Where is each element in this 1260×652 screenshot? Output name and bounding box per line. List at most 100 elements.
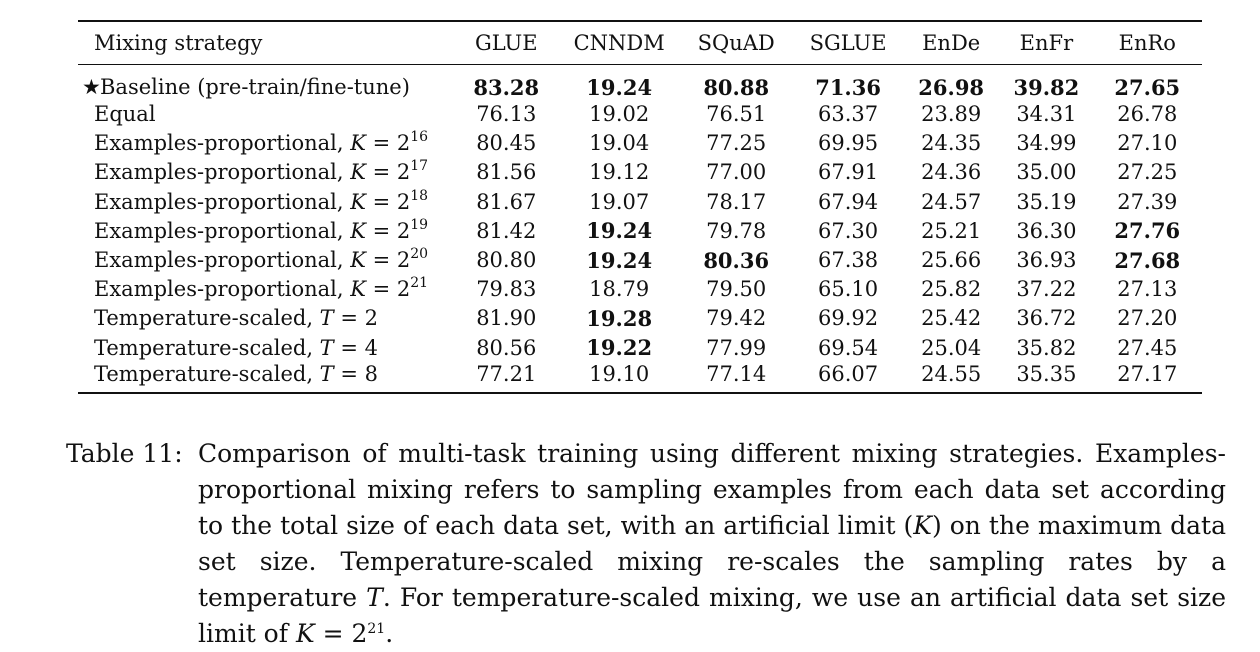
cell-strategy: Examples-proportional, K = 220: [78, 245, 453, 274]
cell-value: 24.57: [921, 189, 982, 214]
strategy-variable: K: [350, 218, 366, 243]
cell-ende: 24.55: [902, 362, 1000, 393]
cell-value: 69.54: [818, 335, 879, 360]
results-table: Mixing strategy GLUE CNNDM SQuAD SGLUE E…: [78, 20, 1202, 394]
cell-value: 35.19: [1016, 189, 1077, 214]
strategy-value: 2: [396, 160, 411, 185]
table-row: Equal 76.13 19.02 76.51 63.37 23.89 34.31 26.78: [78, 100, 1202, 129]
cell-value: 69.95: [818, 131, 879, 156]
strategy-exponent: 19: [410, 216, 429, 233]
cell-value: 18.79: [589, 277, 650, 302]
cell-value: 36.72: [1016, 306, 1077, 331]
strategy-value: 2: [396, 218, 411, 243]
caption-text-part: ) on the maximum data set size. Temperat…: [198, 511, 1226, 612]
caption-label: Table 11:: [66, 439, 183, 468]
cell-cnndm: 19.24: [560, 245, 678, 274]
caption-text-part: Comparison of multi-task training using …: [198, 439, 1226, 540]
cell-enfr: 35.00: [1000, 158, 1092, 187]
cell-strategy: Temperature-scaled, T = 2: [78, 304, 453, 333]
table-row: Examples-proportional, K = 219 81.42 19.24…: [78, 216, 1202, 245]
strategy-exponent: 16: [410, 129, 429, 146]
cell-enro: 26.78: [1093, 100, 1202, 129]
cell-value: 25.04: [921, 335, 982, 360]
table-caption: Table 11: Comparison of multi-task train…: [66, 436, 1226, 652]
strategy-name: Examples-proportional,: [94, 189, 351, 214]
cell-glue: 77.21: [453, 362, 560, 393]
cell-value: 36.93: [1016, 248, 1077, 273]
cell-value: 25.42: [921, 306, 982, 331]
strategy-name: Equal: [94, 102, 156, 127]
cell-glue: 81.56: [453, 158, 560, 187]
cell-value: 79.83: [476, 277, 537, 302]
cell-value: 79.42: [706, 306, 767, 331]
cell-cnndm: 19.24: [560, 216, 678, 245]
cell-ende: 24.35: [902, 129, 1000, 158]
strategy-name: Examples-proportional,: [94, 218, 351, 243]
cell-sglue: 63.37: [794, 100, 902, 129]
cell-value: 81.56: [476, 160, 537, 185]
cell-value: 19.28: [586, 305, 653, 331]
strategy-equals: =: [365, 277, 397, 302]
cell-value: 27.65: [1114, 74, 1181, 100]
strategy-variable: K: [350, 160, 366, 185]
table-row: ★Baseline (pre-train/fine-tune) 83.28 19.2…: [78, 64, 1202, 100]
cell-value: 27.13: [1117, 277, 1178, 302]
caption-text: Comparison of multi-task training using …: [198, 436, 1226, 652]
cell-sglue: 71.36: [794, 64, 902, 100]
cell-strategy: Examples-proportional, K = 216: [78, 129, 453, 158]
cell-enfr: 36.30: [1000, 216, 1092, 245]
cell-squad: 79.78: [678, 216, 794, 245]
cell-value: 27.45: [1117, 335, 1178, 360]
caption-var-k: K: [295, 619, 315, 648]
strategy-equals: =: [333, 306, 365, 331]
cell-value: 77.99: [706, 335, 767, 360]
cell-sglue: 67.91: [794, 158, 902, 187]
col-header-glue: GLUE: [474, 30, 538, 55]
cell-value: 67.91: [818, 160, 879, 185]
cell-strategy: Equal: [78, 100, 453, 129]
cell-value: 36.30: [1016, 218, 1077, 243]
col-header-ende: EnDe: [922, 30, 981, 55]
cell-ende: 24.57: [902, 187, 1000, 216]
strategy-value: 2: [396, 131, 411, 156]
cell-value: 19.24: [586, 247, 653, 273]
cell-value: 35.00: [1016, 160, 1077, 185]
caption-var-t: T: [366, 583, 383, 612]
strategy-value: 2: [396, 248, 411, 273]
strategy-equals: =: [365, 131, 397, 156]
cell-enro: 27.39: [1093, 187, 1202, 216]
strategy-value: 2: [396, 189, 411, 214]
cell-squad: 78.17: [678, 187, 794, 216]
cell-enfr: 35.35: [1000, 362, 1092, 393]
cell-ende: 25.66: [902, 245, 1000, 274]
table-body: ★Baseline (pre-train/fine-tune) 83.28 19.2…: [78, 64, 1202, 394]
strategy-equals: =: [365, 189, 397, 214]
cell-cnndm: 19.02: [560, 100, 678, 129]
strategy-variable: T: [319, 362, 334, 387]
cell-value: 71.36: [815, 74, 881, 100]
cell-value: 19.10: [589, 362, 650, 387]
cell-value: 81.90: [476, 306, 537, 331]
cell-glue: 81.90: [453, 304, 560, 333]
strategy-name: Temperature-scaled,: [94, 306, 320, 331]
cell-squad: 76.51: [678, 100, 794, 129]
col-header-strategy: Mixing strategy: [94, 30, 263, 55]
cell-cnndm: 19.04: [560, 129, 678, 158]
cell-ende: 25.04: [902, 333, 1000, 362]
cell-sglue: 67.38: [794, 245, 902, 274]
cell-sglue: 69.92: [794, 304, 902, 333]
cell-squad: 80.88: [678, 64, 794, 100]
cell-value: 34.31: [1016, 102, 1077, 127]
cell-enfr: 36.93: [1000, 245, 1092, 274]
strategy-variable: T: [319, 335, 334, 360]
cell-glue: 81.67: [453, 187, 560, 216]
cell-strategy: Temperature-scaled, T = 8: [78, 362, 453, 393]
cell-strategy: Examples-proportional, K = 219: [78, 216, 453, 245]
table-row: Temperature-scaled, T = 2 81.90 19.28 79.42…: [78, 304, 1202, 333]
cell-value: 27.10: [1117, 131, 1178, 156]
cell-value: 79.78: [706, 218, 767, 243]
cell-value: 19.02: [589, 102, 650, 127]
strategy-exponent: 18: [410, 187, 429, 204]
cell-value: 27.39: [1117, 189, 1178, 214]
strategy-value: 2: [364, 306, 379, 331]
